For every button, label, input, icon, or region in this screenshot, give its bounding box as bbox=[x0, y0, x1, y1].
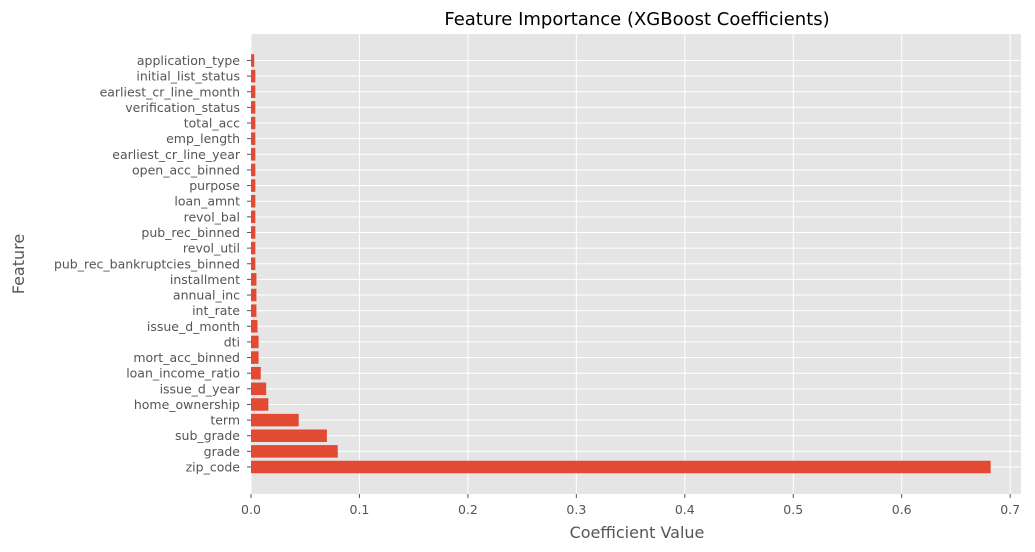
bar-purpose bbox=[251, 179, 256, 192]
bar-loan_income_ratio bbox=[251, 366, 261, 380]
bar-revol_bal bbox=[251, 210, 256, 224]
bar-issue_d_month bbox=[251, 320, 258, 333]
bar-emp_length bbox=[251, 132, 256, 145]
bar-sub_grade bbox=[251, 429, 327, 442]
y-tick-label: mort_acc_binned bbox=[133, 350, 240, 365]
x-tick-labels: 0.0 0.1 0.2 0.3 0.4 0.5 0.6 0.7 bbox=[241, 494, 1020, 517]
y-tick-label: revol_bal bbox=[184, 209, 240, 224]
chart-title: Feature Importance (XGBoost Coefficients… bbox=[444, 9, 829, 30]
bar-loan_amnt bbox=[251, 194, 256, 208]
bar-earliest_cr_line_month bbox=[251, 85, 256, 99]
x-tick-label: 0.0 bbox=[241, 502, 261, 517]
bar-issue_d_year bbox=[251, 382, 267, 396]
y-tick-label: open_acc_binned bbox=[132, 162, 240, 177]
y-tick-label: sub_grade bbox=[175, 428, 240, 443]
y-tick-label: application_type bbox=[137, 53, 240, 68]
y-tick-label: installment bbox=[170, 272, 240, 287]
bars bbox=[251, 54, 991, 474]
bar-term bbox=[251, 413, 299, 427]
y-tick-label: issue_d_month bbox=[147, 319, 240, 334]
bar-int_rate bbox=[251, 304, 257, 317]
y-tick-label: int_rate bbox=[192, 303, 240, 318]
y-tick-label: grade bbox=[204, 444, 241, 459]
y-tick-label: revol_util bbox=[183, 241, 240, 256]
y-tick-label: home_ownership bbox=[134, 397, 240, 412]
bar-mort_acc_binned bbox=[251, 351, 259, 364]
bar-open_acc_binned bbox=[251, 163, 256, 177]
y-tick-label: zip_code bbox=[186, 460, 241, 475]
bar-earliest_cr_line_year bbox=[251, 148, 256, 161]
bar-annual_inc bbox=[251, 288, 257, 302]
y-tick-label: dti bbox=[224, 334, 240, 349]
y-tick-label: issue_d_year bbox=[160, 381, 241, 396]
x-tick-label: 0.2 bbox=[458, 502, 478, 517]
bar-dti bbox=[251, 335, 259, 349]
y-tick-label: initial_list_status bbox=[136, 69, 240, 84]
x-axis-label: Coefficient Value bbox=[570, 523, 705, 542]
bar-home_ownership bbox=[251, 398, 269, 411]
y-tick-label: pub_rec_binned bbox=[141, 225, 240, 240]
bar-revol_util bbox=[251, 241, 256, 255]
bar-installment bbox=[251, 273, 257, 286]
y-tick-label: term bbox=[210, 413, 240, 428]
x-tick-label: 0.3 bbox=[566, 502, 586, 517]
y-tick-label: earliest_cr_line_year bbox=[112, 147, 241, 162]
y-tick-label: total_acc bbox=[184, 116, 240, 131]
y-tick-labels: zip_codegradesub_gradetermhome_ownership… bbox=[54, 53, 251, 475]
x-tick-label: 0.6 bbox=[892, 502, 912, 517]
y-tick-label: loan_income_ratio bbox=[126, 366, 240, 381]
bar-initial_list_status bbox=[251, 69, 256, 83]
x-tick-label: 0.1 bbox=[350, 502, 370, 517]
bar-total_acc bbox=[251, 116, 256, 130]
x-tick-label: 0.7 bbox=[1000, 502, 1020, 517]
y-tick-label: purpose bbox=[189, 178, 240, 193]
bar-verification_status bbox=[251, 101, 256, 114]
y-tick-label: annual_inc bbox=[173, 288, 240, 303]
x-tick-label: 0.4 bbox=[675, 502, 695, 517]
x-tick-label: 0.5 bbox=[783, 502, 803, 517]
bar-pub_rec_binned bbox=[251, 226, 256, 239]
y-axis-label: Feature bbox=[9, 234, 28, 294]
y-tick-label: loan_amnt bbox=[174, 194, 240, 209]
bar-application_type bbox=[251, 54, 255, 67]
y-tick-label: earliest_cr_line_month bbox=[100, 84, 240, 99]
bar-pub_rec_bankruptcies_binned bbox=[251, 257, 256, 271]
y-tick-label: pub_rec_bankruptcies_binned bbox=[54, 256, 240, 271]
bar-zip_code bbox=[251, 460, 991, 474]
bar-grade bbox=[251, 445, 338, 458]
y-tick-label: emp_length bbox=[166, 131, 240, 146]
y-tick-label: verification_status bbox=[125, 100, 240, 115]
